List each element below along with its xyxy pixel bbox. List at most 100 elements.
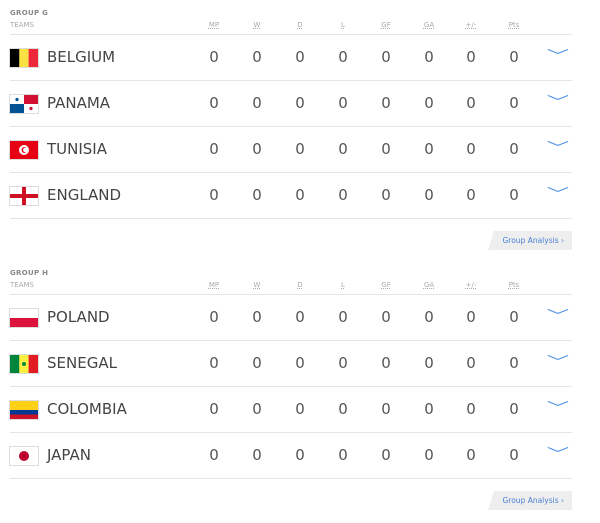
flag-panama-icon (10, 95, 38, 113)
stat-l: 0 (338, 354, 348, 372)
stat-l: 0 (338, 446, 348, 464)
stat-w: 0 (252, 354, 262, 372)
header-d: D (297, 21, 303, 29)
stat-pts: 0 (509, 48, 519, 66)
header-gf: GF (381, 281, 391, 289)
table-row[interactable]: PANAMA 0 0 0 0 0 0 0 0 ﹀ (10, 81, 572, 127)
header-gf: GF (381, 21, 391, 29)
stat-d: 0 (295, 400, 305, 418)
stat-diff: 0 (466, 140, 476, 158)
header-ga: GA (423, 21, 435, 29)
stat-gf: 0 (381, 186, 391, 204)
table-row[interactable]: TUNISIA 0 0 0 0 0 0 0 0 ﹀ (10, 127, 572, 173)
header-pts: Pts (508, 21, 520, 29)
table-row[interactable]: COLOMBIA 0 0 0 0 0 0 0 0 ﹀ (10, 387, 572, 433)
team-name[interactable]: TUNISIA (47, 140, 107, 158)
chevron-down-icon[interactable]: ﹀ (546, 447, 570, 463)
header-l: L (341, 281, 345, 289)
stat-pts: 0 (509, 94, 519, 112)
team-name[interactable]: POLAND (47, 308, 110, 326)
stat-pts: 0 (509, 308, 519, 326)
stat-mp: 0 (209, 400, 219, 418)
header-ga: GA (423, 281, 435, 289)
stat-gf: 0 (381, 400, 391, 418)
header-teams: TEAMS (10, 21, 34, 29)
stat-diff: 0 (466, 186, 476, 204)
chevron-down-icon[interactable]: ﹀ (546, 355, 570, 371)
stat-ga: 0 (424, 354, 434, 372)
header-diff: +/- (465, 21, 477, 29)
stat-diff: 0 (466, 308, 476, 326)
header-mp: MP (208, 281, 220, 289)
stat-gf: 0 (381, 48, 391, 66)
chevron-down-icon[interactable]: ﹀ (546, 401, 570, 417)
stat-d: 0 (295, 186, 305, 204)
stat-ga: 0 (424, 308, 434, 326)
stat-diff: 0 (466, 400, 476, 418)
stat-diff: 0 (466, 354, 476, 372)
table-header: TEAMS MP W D L GF GA +/- Pts (10, 21, 572, 35)
table-row[interactable]: ENGLAND 0 0 0 0 0 0 0 0 ﹀ (10, 173, 572, 219)
stat-ga: 0 (424, 446, 434, 464)
flag-senegal-icon (10, 355, 38, 373)
table-row[interactable]: BELGIUM 0 0 0 0 0 0 0 0 ﹀ (10, 35, 572, 81)
team-name[interactable]: COLOMBIA (47, 400, 127, 418)
table-header: TEAMS MP W D L GF GA +/- Pts (10, 281, 572, 295)
stat-d: 0 (295, 446, 305, 464)
stat-mp: 0 (209, 186, 219, 204)
group-title: GROUP G (10, 9, 49, 17)
stat-d: 0 (295, 308, 305, 326)
stat-mp: 0 (209, 446, 219, 464)
stat-mp: 0 (209, 94, 219, 112)
stat-gf: 0 (381, 94, 391, 112)
header-teams: TEAMS (10, 281, 34, 289)
stat-l: 0 (338, 94, 348, 112)
stat-gf: 0 (381, 140, 391, 158)
stat-l: 0 (338, 140, 348, 158)
stat-w: 0 (252, 140, 262, 158)
stat-w: 0 (252, 48, 262, 66)
header-w: W (253, 21, 261, 29)
stat-w: 0 (252, 308, 262, 326)
group-analysis-button[interactable]: Group Analysis › (488, 231, 572, 250)
chevron-down-icon[interactable]: ﹀ (546, 49, 570, 65)
team-name[interactable]: PANAMA (47, 94, 111, 112)
header-diff: +/- (465, 281, 477, 289)
chevron-down-icon[interactable]: ﹀ (546, 187, 570, 203)
stat-w: 0 (252, 446, 262, 464)
table-row[interactable]: JAPAN 0 0 0 0 0 0 0 0 ﹀ (10, 433, 572, 479)
stat-d: 0 (295, 354, 305, 372)
stat-ga: 0 (424, 186, 434, 204)
stat-ga: 0 (424, 400, 434, 418)
flag-japan-icon (10, 447, 38, 465)
stat-mp: 0 (209, 140, 219, 158)
group-title: GROUP H (10, 269, 49, 277)
flag-england-icon (10, 187, 38, 205)
stat-ga: 0 (424, 48, 434, 66)
stat-pts: 0 (509, 140, 519, 158)
team-name[interactable]: ENGLAND (47, 186, 122, 204)
stat-ga: 0 (424, 140, 434, 158)
flag-poland-icon (10, 309, 38, 327)
stat-diff: 0 (466, 94, 476, 112)
chevron-down-icon[interactable]: ﹀ (546, 309, 570, 325)
team-name[interactable]: JAPAN (47, 446, 91, 464)
team-name[interactable]: BELGIUM (47, 48, 116, 66)
stat-mp: 0 (209, 308, 219, 326)
header-mp: MP (208, 21, 220, 29)
stat-pts: 0 (509, 400, 519, 418)
table-row[interactable]: POLAND 0 0 0 0 0 0 0 0 ﹀ (10, 295, 572, 341)
stat-mp: 0 (209, 48, 219, 66)
stat-d: 0 (295, 48, 305, 66)
stat-l: 0 (338, 48, 348, 66)
group-analysis-button[interactable]: Group Analysis › (488, 491, 572, 510)
chevron-down-icon[interactable]: ﹀ (546, 141, 570, 157)
stat-l: 0 (338, 186, 348, 204)
flag-belgium-icon (10, 49, 38, 67)
team-name[interactable]: SENEGAL (47, 354, 117, 372)
stat-diff: 0 (466, 446, 476, 464)
table-row[interactable]: SENEGAL 0 0 0 0 0 0 0 0 ﹀ (10, 341, 572, 387)
chevron-down-icon[interactable]: ﹀ (546, 95, 570, 111)
stat-l: 0 (338, 308, 348, 326)
stat-gf: 0 (381, 446, 391, 464)
